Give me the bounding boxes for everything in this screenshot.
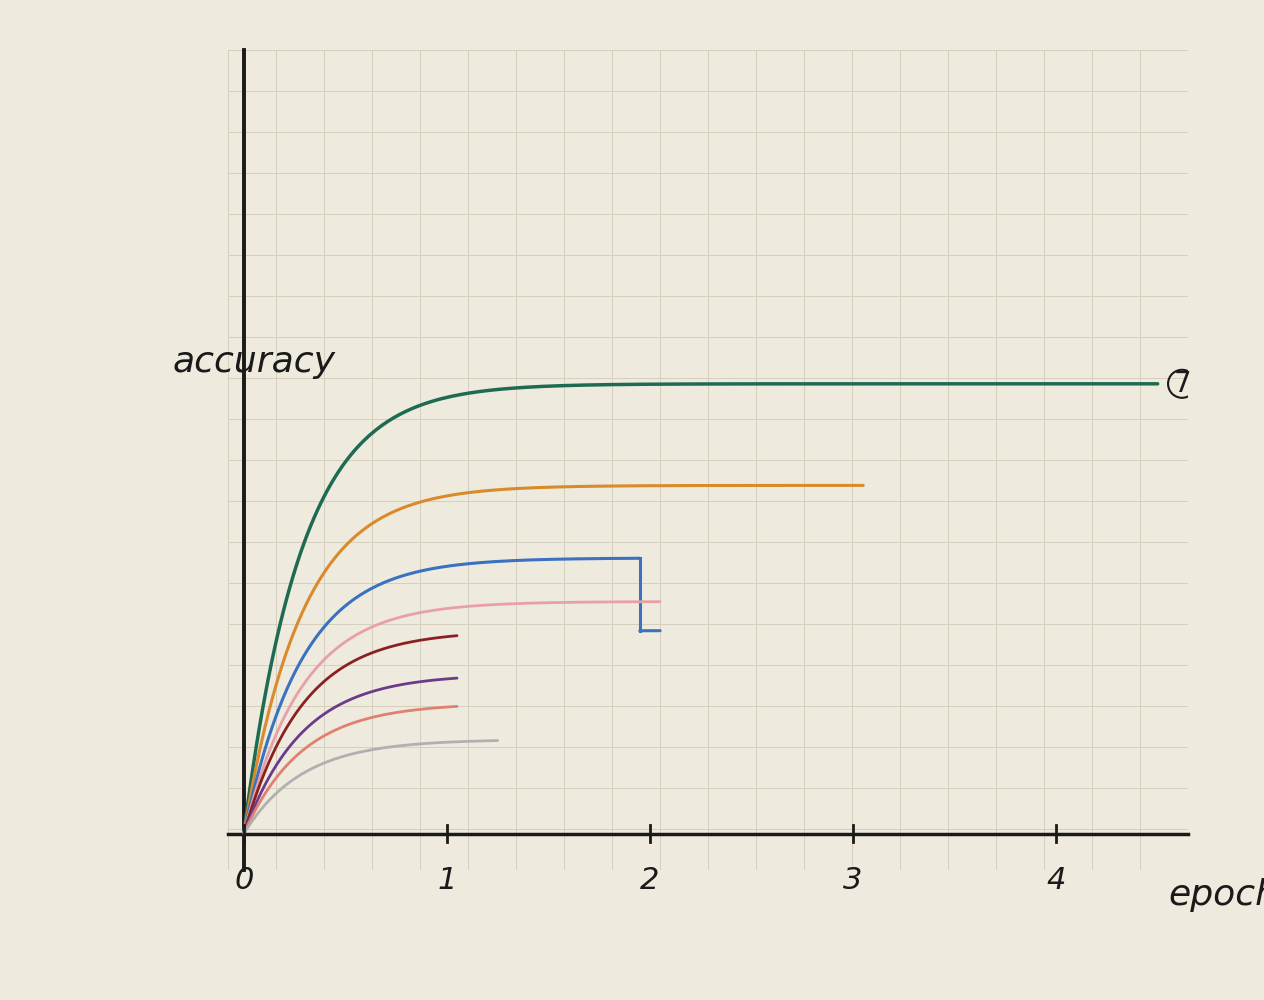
Text: 1: 1 bbox=[437, 866, 456, 895]
Text: 0: 0 bbox=[234, 866, 254, 895]
Text: 4: 4 bbox=[1047, 866, 1066, 895]
Text: epoch: epoch bbox=[1168, 878, 1264, 912]
Text: 2: 2 bbox=[641, 866, 660, 895]
Text: 3: 3 bbox=[843, 866, 863, 895]
Text: 7: 7 bbox=[1173, 370, 1191, 398]
Text: accuracy: accuracy bbox=[173, 345, 336, 379]
